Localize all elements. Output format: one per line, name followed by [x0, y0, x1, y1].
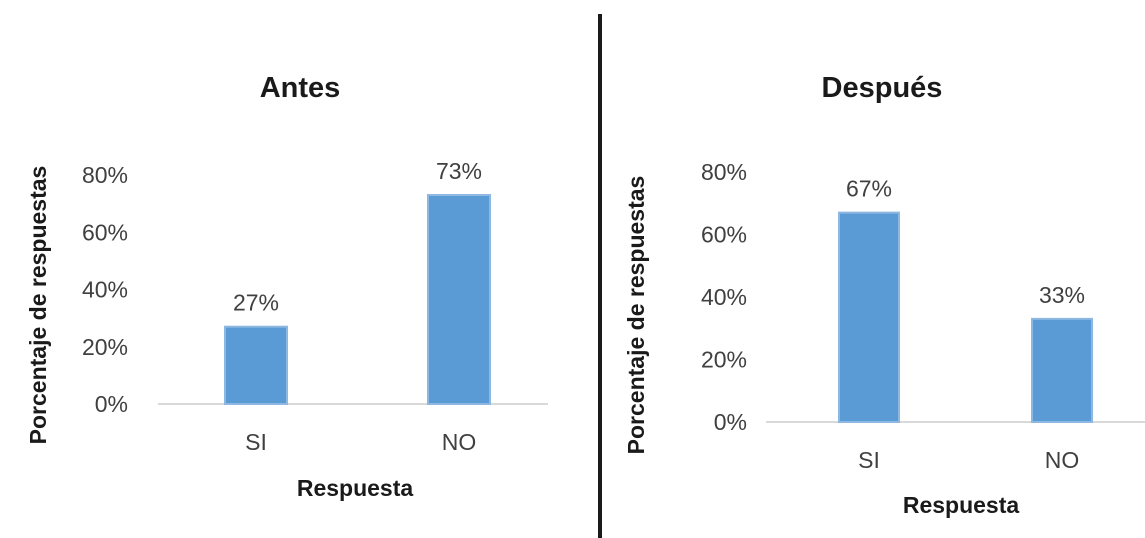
- chart-panel-2: Después Porcentaje de respuestas 0% 20% 40% 6…: [623, 72, 1145, 518]
- y-tick-label: 60%: [701, 222, 747, 248]
- category-label: SI: [245, 429, 267, 455]
- bar-si: [838, 211, 900, 423]
- category-label: NO: [442, 429, 477, 455]
- y-tick-label: 0%: [95, 391, 128, 417]
- data-label: 67%: [846, 176, 892, 202]
- y-tick-label: 80%: [82, 162, 128, 188]
- chart-panel-1: Antes Porcentaje de respuestas 0% 20% 40% 60%…: [25, 72, 548, 501]
- chart-title: Después: [822, 72, 943, 104]
- data-label: 73%: [436, 158, 482, 184]
- panel-divider: [598, 14, 602, 538]
- bar-no: [1031, 317, 1093, 423]
- bar-no: [427, 194, 491, 405]
- y-tick-label: 20%: [701, 347, 747, 373]
- bar-si: [224, 325, 288, 405]
- category-label: SI: [858, 447, 880, 473]
- y-tick-label: 40%: [701, 284, 747, 310]
- y-axis-title: Porcentaje de respuestas: [25, 166, 51, 445]
- chart-title: Antes: [260, 72, 341, 104]
- x-axis-title: Respuesta: [297, 475, 414, 501]
- y-tick-label: 60%: [82, 219, 128, 245]
- data-label: 33%: [1039, 282, 1085, 308]
- y-tick-label: 40%: [82, 277, 128, 303]
- data-label: 27%: [233, 290, 279, 316]
- y-tick-label: 80%: [701, 159, 747, 185]
- y-tick-label: 20%: [82, 334, 128, 360]
- category-label: NO: [1045, 447, 1080, 473]
- y-tick-label: 0%: [714, 409, 747, 435]
- x-axis-title: Respuesta: [903, 492, 1020, 518]
- y-axis-title: Porcentaje de respuestas: [623, 176, 649, 455]
